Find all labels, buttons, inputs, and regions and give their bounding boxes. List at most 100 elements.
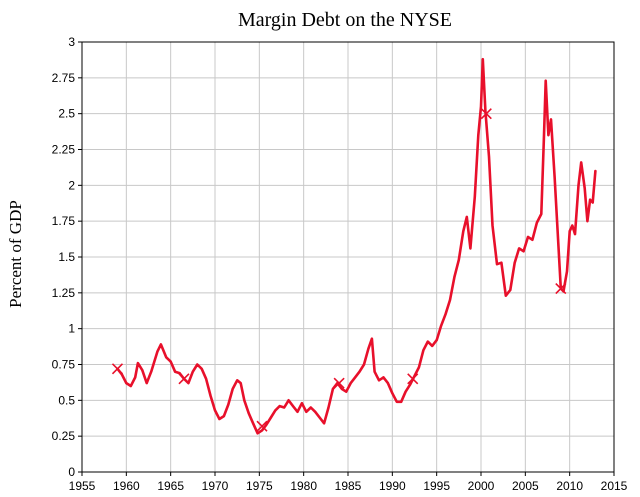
- data-point: [125, 382, 128, 385]
- data-point: [426, 340, 429, 343]
- y-tick-label: 1.5: [58, 250, 75, 264]
- data-point: [165, 356, 168, 359]
- data-point: [557, 238, 560, 241]
- y-tick-label: 1.75: [52, 214, 76, 228]
- data-point: [378, 379, 380, 382]
- data-point: [440, 324, 442, 327]
- x-marker: [555, 282, 567, 295]
- data-point: [247, 412, 250, 415]
- data-point: [191, 370, 194, 373]
- x-marker: [333, 377, 345, 389]
- y-tick-label: 2.25: [52, 143, 76, 157]
- data-point: [373, 370, 376, 373]
- data-point: [496, 263, 498, 266]
- y-tick-label: 0: [68, 465, 75, 479]
- x-tick-label: 1955: [69, 479, 96, 493]
- data-point: [305, 410, 308, 413]
- y-tick-label: 1: [68, 322, 75, 336]
- y-axis-ticks: 0 0.25 0.5 0.75 1 1.25 1.5 1.75 2 2.25 2.5 2.75 3: [52, 35, 82, 479]
- grid-lines: [81, 41, 615, 473]
- data-point: [371, 337, 373, 340]
- series-layer: [111, 57, 597, 435]
- data-point: [300, 402, 303, 405]
- data-point: [586, 220, 589, 223]
- data-point: [160, 343, 162, 346]
- data-point: [261, 429, 263, 432]
- data-point: [169, 360, 172, 363]
- x-tick-label: 1985: [335, 479, 362, 493]
- data-point: [509, 289, 512, 291]
- x-tick-label: 1965: [157, 479, 184, 493]
- data-point: [231, 387, 234, 390]
- x-marker: [111, 363, 124, 375]
- data-point: [318, 416, 321, 419]
- data-point: [518, 247, 521, 250]
- data-point: [121, 373, 123, 376]
- data-point: [358, 370, 361, 373]
- data-point: [129, 385, 132, 387]
- y-tick-label: 2.5: [58, 107, 75, 121]
- data-point: [292, 405, 294, 407]
- data-point: [269, 416, 272, 419]
- data-point: [340, 387, 343, 390]
- data-point: [527, 236, 529, 238]
- x-tick-label: 1975: [246, 479, 273, 493]
- data-point: [349, 382, 352, 385]
- y-tick-label: 0.75: [52, 358, 76, 372]
- data-point: [540, 213, 543, 215]
- data-point: [252, 422, 255, 425]
- data-point: [594, 170, 597, 172]
- data-point: [431, 344, 434, 347]
- data-point: [387, 382, 389, 385]
- data-point: [239, 382, 242, 385]
- data-point: [178, 372, 181, 374]
- x-tick-label: 1995: [423, 479, 450, 493]
- x-tick-label: 1960: [113, 479, 140, 493]
- data-point: [422, 349, 425, 352]
- data-point: [589, 198, 591, 201]
- data-point: [323, 422, 325, 425]
- x-tick-label: 2010: [556, 479, 583, 493]
- data-point: [145, 382, 148, 385]
- data-point: [274, 409, 277, 412]
- data-point: [395, 400, 398, 403]
- data-point: [500, 261, 503, 264]
- series-line: [116, 57, 597, 435]
- x-marker: [256, 420, 268, 432]
- data-point: [513, 261, 516, 264]
- data-point: [462, 230, 465, 233]
- data-point: [391, 392, 394, 395]
- data-point: [577, 184, 580, 187]
- data-point: [345, 390, 348, 393]
- data-point: [418, 366, 420, 369]
- data-point: [227, 403, 230, 406]
- data-point: [150, 370, 153, 373]
- x-marker: [178, 373, 190, 385]
- data-point: [309, 406, 312, 409]
- data-point: [236, 379, 239, 382]
- data-point: [547, 134, 550, 137]
- data-point: [457, 258, 460, 261]
- data-point: [136, 362, 139, 364]
- data-point: [134, 376, 137, 379]
- data-point: [400, 400, 403, 403]
- y-tick-label: 1.25: [52, 286, 76, 300]
- data-point: [535, 221, 538, 224]
- data-point: [363, 363, 365, 366]
- data-point: [174, 370, 177, 373]
- data-point: [477, 134, 480, 137]
- x-tick-label: 2015: [601, 479, 628, 493]
- data-point: [196, 363, 199, 366]
- chart-title: Margin Debt on the NYSE: [238, 9, 452, 31]
- data-point: [574, 233, 576, 235]
- data-point: [243, 399, 246, 402]
- data-point: [283, 406, 286, 409]
- y-tick-label: 0.5: [58, 393, 75, 407]
- data-point: [553, 175, 556, 178]
- data-point: [222, 415, 225, 417]
- data-point: [265, 423, 268, 426]
- data-point: [566, 270, 568, 273]
- data-point: [296, 410, 299, 413]
- data-point: [580, 161, 583, 164]
